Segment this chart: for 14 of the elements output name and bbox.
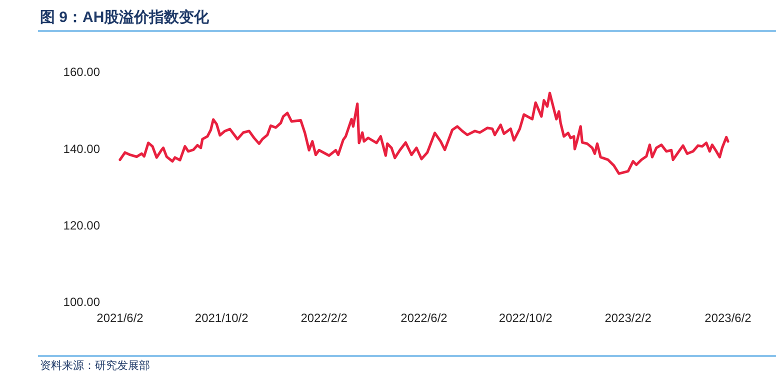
x-tick-label: 2022/2/2 [300,311,348,325]
y-tick-label: 160.00 [63,65,100,80]
x-tick-label: 2022/6/2 [400,311,448,325]
y-tick-label: 120.00 [63,218,100,233]
x-tick-label: 2023/2/2 [604,311,652,325]
x-tick-label: 2021/6/2 [96,311,144,325]
x-tick-label: 2022/10/2 [498,311,553,325]
chart-title: 图 9：AH股溢价指数变化 [40,8,210,26]
line-series [118,92,730,175]
x-tick-label: 2023/6/2 [704,311,752,325]
y-tick-label: 100.00 [63,295,100,310]
x-tick-label: 2021/10/2 [194,311,249,325]
text: 资料来源：研究发展部 [40,359,150,372]
y-tick-label: 140.00 [63,142,100,156]
